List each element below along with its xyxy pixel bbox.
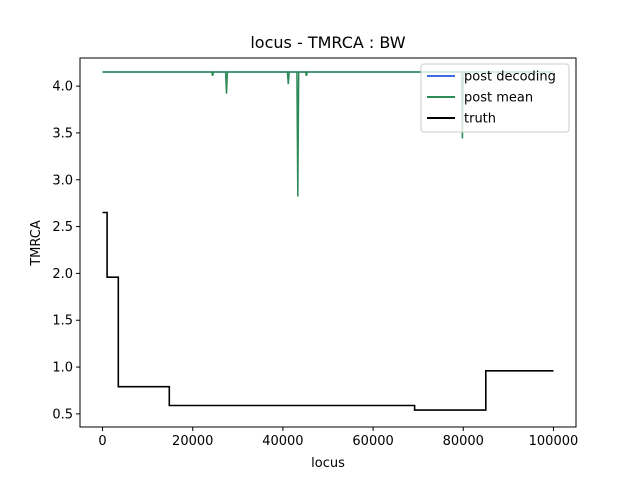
legend-label-1: post mean [464,91,533,106]
legend-label-2: truth [464,112,496,127]
y-tick-label: 0.5 [52,407,73,422]
y-tick-label: 1.0 [52,361,73,376]
x-axis: 0 20000 40000 60000 80000 100000 [98,427,578,449]
legend: post decoding post mean truth [420,63,570,133]
x-tick-label: 0 [98,434,106,449]
legend-box [420,63,570,133]
x-tick-label: 80000 [443,434,484,449]
x-tick-label: 60000 [352,434,393,449]
y-axis-label: TMRCA [29,220,44,267]
y-tick-label: 3.5 [52,126,73,141]
y-tick-label: 2.5 [52,220,73,235]
y-tick-label: 2.0 [52,267,73,282]
y-tick-label: 1.5 [52,314,73,329]
y-axis: 0.5 1.0 1.5 2.0 2.5 3.0 3.5 4.0 [52,80,80,422]
x-axis-label: locus [311,456,345,471]
legend-label-0: post decoding [464,70,556,85]
x-tick-label: 20000 [172,434,213,449]
chart-title: locus - TMRCA : BW [250,33,405,52]
axes-frame [79,57,577,428]
x-tick-label: 100000 [529,434,579,449]
y-tick-label: 4.0 [52,80,73,95]
y-tick-label: 3.0 [52,173,73,188]
series-line-2 [102,211,554,411]
x-tick-label: 40000 [262,434,303,449]
